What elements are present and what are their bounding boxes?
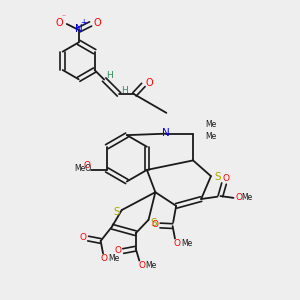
Text: MeO: MeO (74, 164, 91, 173)
Text: H: H (106, 71, 113, 80)
Text: O: O (236, 193, 242, 202)
Text: S: S (113, 207, 120, 218)
Text: Me: Me (109, 254, 120, 263)
Text: O: O (79, 233, 86, 242)
Text: O: O (222, 174, 229, 183)
Text: H: H (121, 86, 128, 95)
Text: S: S (214, 172, 221, 182)
Text: O: O (83, 161, 90, 170)
Text: O: O (114, 246, 122, 255)
Text: Me: Me (181, 239, 193, 248)
Text: O: O (56, 18, 64, 28)
Text: O: O (173, 239, 180, 248)
Text: Me: Me (206, 120, 217, 129)
Text: Me: Me (206, 131, 217, 140)
Text: O: O (94, 18, 101, 28)
Text: ⁻: ⁻ (62, 12, 66, 21)
Text: Me: Me (146, 261, 157, 270)
Text: +: + (80, 18, 87, 27)
Text: Me: Me (242, 193, 253, 202)
Text: N: N (75, 24, 83, 34)
Text: O: O (138, 261, 145, 270)
Text: O: O (101, 254, 108, 263)
Text: N: N (163, 128, 170, 138)
Text: O: O (146, 78, 153, 88)
Text: O: O (151, 220, 158, 229)
Text: S: S (151, 218, 157, 228)
